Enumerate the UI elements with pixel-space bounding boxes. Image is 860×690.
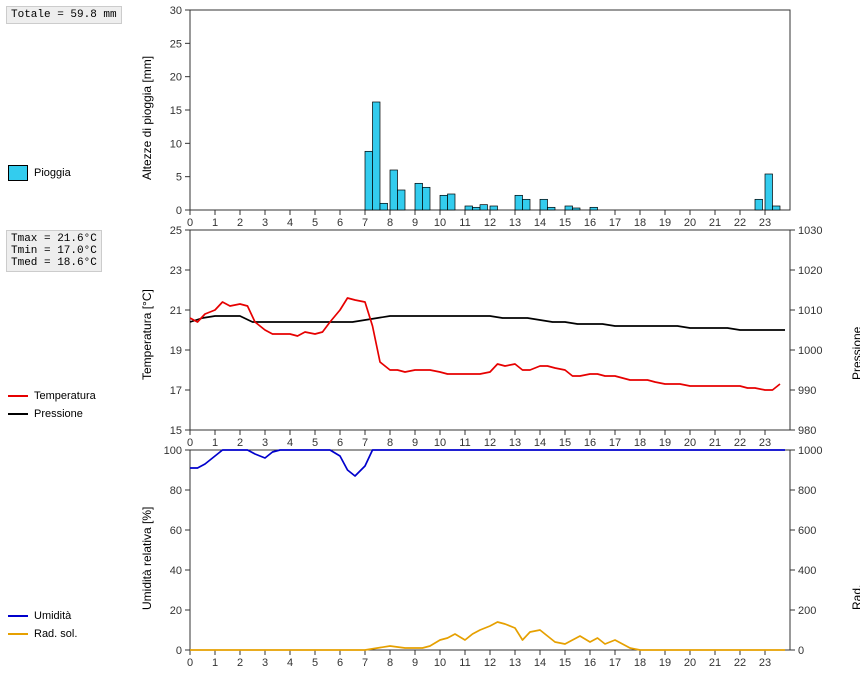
svg-text:8: 8 [387, 657, 393, 669]
svg-text:100: 100 [164, 445, 182, 457]
svg-text:600: 600 [798, 525, 816, 537]
svg-text:7: 7 [362, 657, 368, 669]
svg-text:4: 4 [287, 657, 293, 669]
svg-text:5: 5 [312, 657, 318, 669]
svg-text:2: 2 [237, 657, 243, 669]
svg-text:80: 80 [170, 485, 182, 497]
svg-text:200: 200 [798, 605, 816, 617]
svg-text:12: 12 [484, 657, 496, 669]
svg-text:3: 3 [262, 657, 268, 669]
svg-text:19: 19 [659, 657, 671, 669]
svg-text:17: 17 [609, 657, 621, 669]
svg-text:0: 0 [176, 645, 182, 657]
svg-text:22: 22 [734, 657, 746, 669]
svg-text:40: 40 [170, 565, 182, 577]
svg-text:16: 16 [584, 657, 596, 669]
svg-text:0: 0 [187, 657, 193, 669]
svg-text:15: 15 [559, 657, 571, 669]
svg-text:20: 20 [684, 657, 696, 669]
svg-text:21: 21 [709, 657, 721, 669]
svg-text:6: 6 [337, 657, 343, 669]
panel-humid-rad-chart: 0123456789101112131415161718192021222302… [0, 0, 860, 690]
svg-text:14: 14 [534, 657, 546, 669]
dashboard: { "layout": { "width": 860, "height": 69… [0, 0, 860, 690]
svg-text:400: 400 [798, 565, 816, 577]
svg-text:23: 23 [759, 657, 771, 669]
svg-text:0: 0 [798, 645, 804, 657]
svg-text:800: 800 [798, 485, 816, 497]
svg-text:13: 13 [509, 657, 521, 669]
svg-text:11: 11 [459, 657, 470, 669]
svg-text:9: 9 [412, 657, 418, 669]
svg-text:20: 20 [170, 605, 182, 617]
svg-text:1: 1 [212, 657, 218, 669]
svg-text:10: 10 [434, 657, 446, 669]
svg-text:18: 18 [634, 657, 646, 669]
svg-text:60: 60 [170, 525, 182, 537]
svg-text:1000: 1000 [798, 445, 822, 457]
